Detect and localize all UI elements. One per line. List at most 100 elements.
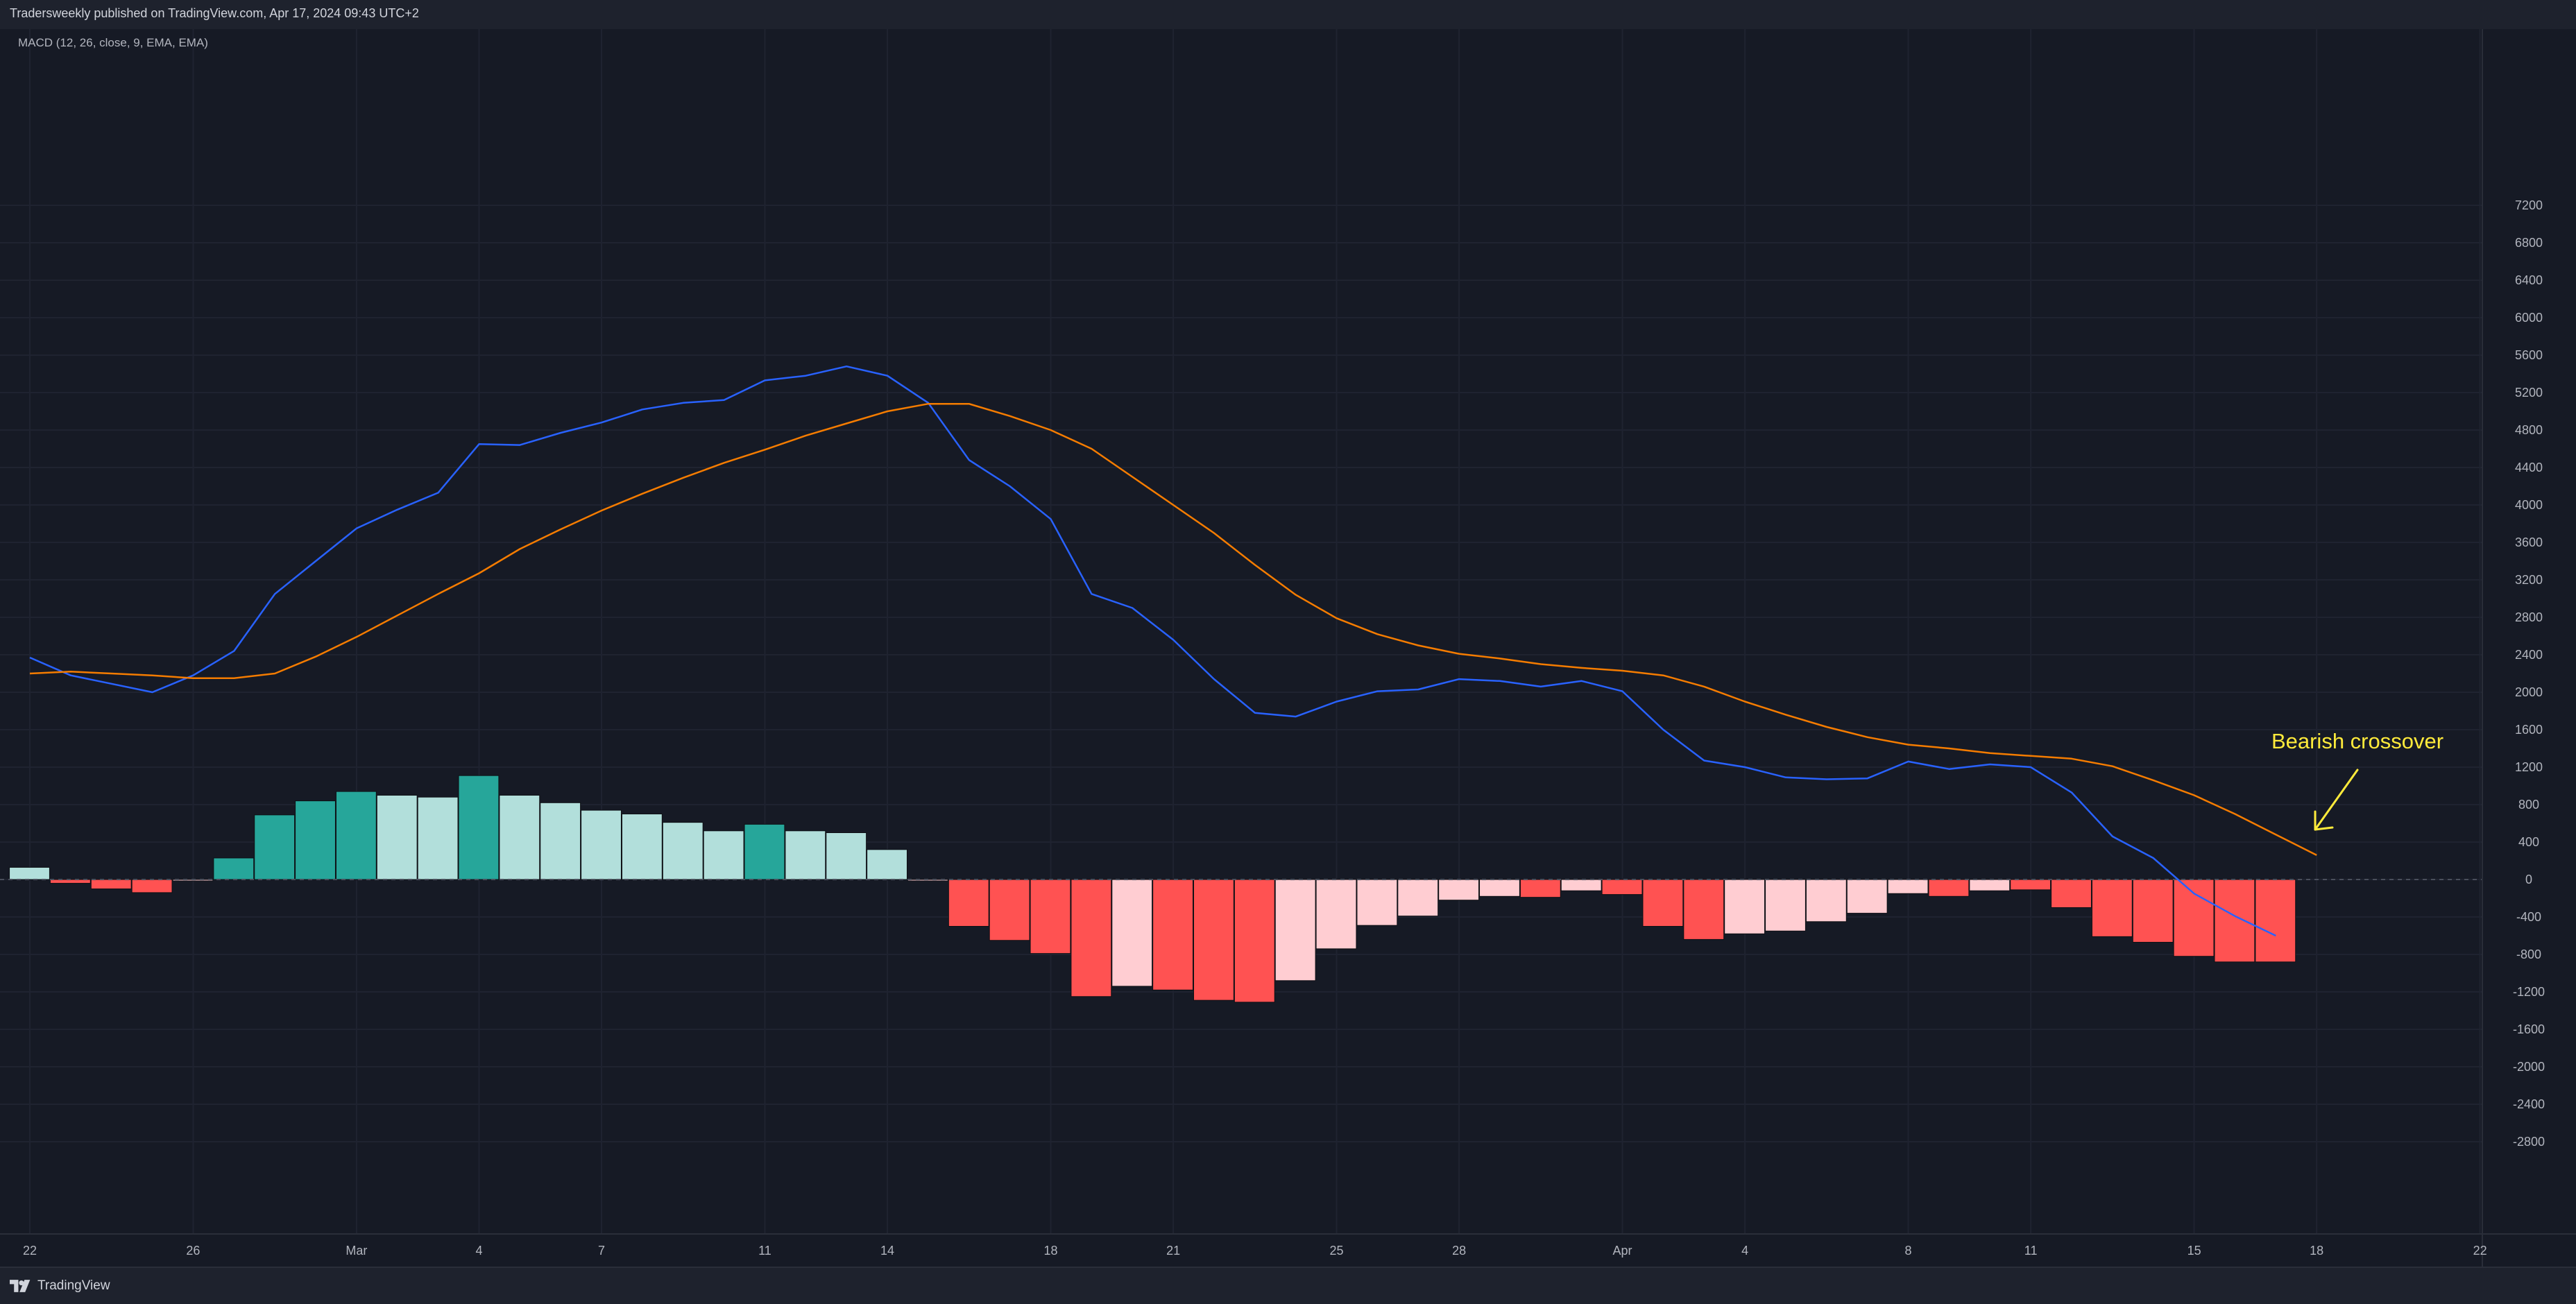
histogram-bar <box>90 879 132 889</box>
histogram-bar <box>2132 879 2174 943</box>
histogram-bar <box>1274 879 1316 981</box>
y-tick-label: -1200 <box>2513 985 2545 999</box>
x-tick-label: 11 <box>758 1244 771 1258</box>
histogram-bar <box>335 791 377 880</box>
published-info: Tradersweekly published on TradingView.c… <box>10 6 419 20</box>
y-tick-label: -1600 <box>2513 1022 2545 1036</box>
y-tick-label: 4000 <box>2515 498 2543 512</box>
histogram-bar <box>458 775 500 880</box>
y-tick-label: 1200 <box>2515 760 2543 774</box>
y-tick-label: 800 <box>2518 798 2539 812</box>
histogram-bar <box>1315 879 1357 950</box>
histogram-bar <box>948 879 989 927</box>
brand[interactable]: TradingView <box>10 1278 110 1294</box>
histogram-bar <box>376 795 418 880</box>
histogram-bar <box>1724 879 1766 934</box>
histogram-bar <box>1928 879 1970 897</box>
x-tick-label: 22 <box>23 1244 37 1258</box>
histogram-bar <box>662 822 703 880</box>
histogram-bar <box>581 809 622 880</box>
histogram-bar <box>1030 879 1071 954</box>
x-tick-label: 14 <box>880 1244 894 1258</box>
x-tick-label: 21 <box>1166 1244 1180 1258</box>
x-tick-label: 4 <box>475 1244 482 1258</box>
top-bar: Tradersweekly published on TradingView.c… <box>0 0 2576 31</box>
x-tick-label: 25 <box>1330 1244 1344 1258</box>
x-tick-label: 22 <box>2473 1244 2487 1258</box>
histogram-bar <box>1479 879 1520 897</box>
y-tick-label: 6800 <box>2515 236 2543 250</box>
histogram-bar <box>744 823 785 880</box>
histogram-bar <box>1152 879 1194 990</box>
y-tick-label: 7200 <box>2515 198 2543 212</box>
x-tick-label: 18 <box>1043 1244 1057 1258</box>
histogram-bar <box>2173 879 2215 957</box>
histogram-bar <box>2010 879 2052 891</box>
bottom-bar: TradingView <box>0 1267 2576 1304</box>
y-tick-label: -2000 <box>2513 1060 2545 1074</box>
histogram-bar <box>1969 879 2011 891</box>
x-tick-label: 7 <box>598 1244 605 1258</box>
histogram-bar <box>1805 879 1847 923</box>
time-scale[interactable]: 22 26 Mar 4 7 11 14 18 21 25 28 Apr 4 8 11 15 18 22 <box>23 1244 2487 1258</box>
y-tick-label: 400 <box>2518 835 2539 849</box>
histogram-bar <box>1071 879 1112 997</box>
signal-line <box>29 402 2317 857</box>
histogram-bar <box>1560 879 1602 891</box>
y-tick-label: 6000 <box>2515 311 2543 325</box>
x-tick-label: 4 <box>1741 1244 1748 1258</box>
y-tick-label: 1600 <box>2515 723 2543 737</box>
histogram-bar <box>1397 879 1439 917</box>
annotation-arrow-head-icon <box>2314 810 2334 831</box>
x-tick-label: Mar <box>346 1244 367 1258</box>
x-tick-label: 28 <box>1452 1244 1466 1258</box>
price-scale: 7200680064006000560052004800440040003600… <box>2513 198 2545 1149</box>
x-tick-label: 11 <box>2024 1244 2038 1258</box>
x-tick-label: 18 <box>2310 1244 2323 1258</box>
histogram-bar <box>2051 879 2092 908</box>
indicator-lines <box>29 365 2317 937</box>
x-tick-label: Apr <box>1613 1244 1632 1258</box>
histogram-bar <box>1111 879 1153 987</box>
histogram-bar <box>703 830 744 880</box>
brand-name: TradingView <box>37 1278 110 1293</box>
histogram-bar <box>1642 879 1684 927</box>
macd-chart[interactable]: 7200680064006000560052004800440040003600… <box>0 29 2576 1267</box>
histogram-bar <box>1601 879 1643 895</box>
histogram-bar <box>1683 879 1725 940</box>
price-scale-background[interactable] <box>2482 29 2576 1267</box>
grid <box>0 29 2482 1234</box>
histogram-bar <box>1519 879 1561 898</box>
x-tick-label: 26 <box>186 1244 200 1258</box>
histogram-bar <box>540 802 581 880</box>
y-tick-label: 2000 <box>2515 685 2543 699</box>
histogram-bar <box>1887 879 1929 894</box>
y-tick-label: -2800 <box>2513 1135 2545 1149</box>
histogram-bar <box>131 879 173 893</box>
y-tick-label: 5600 <box>2515 348 2543 362</box>
tradingview-logo-icon <box>10 1280 31 1292</box>
y-tick-label: 5200 <box>2515 386 2543 400</box>
histogram-bar <box>1356 879 1398 926</box>
annotation-arrow-shaft <box>2314 769 2359 831</box>
histogram-bar <box>1234 879 1275 1003</box>
histogram-bar <box>295 800 336 880</box>
histogram-bar <box>9 866 50 880</box>
histogram-bar <box>1193 879 1234 1001</box>
y-tick-label: -800 <box>2516 947 2541 961</box>
y-tick-label: 2800 <box>2515 610 2543 624</box>
histogram-bar <box>213 857 255 880</box>
macd-line <box>29 365 2276 937</box>
plot-background <box>0 29 2576 1267</box>
histogram-bar <box>499 795 540 880</box>
histogram-bar <box>254 814 296 880</box>
y-tick-label: 3600 <box>2515 535 2543 549</box>
x-tick-label: 8 <box>1905 1244 1912 1258</box>
x-tick-label: 15 <box>2187 1244 2201 1258</box>
y-tick-label: 6400 <box>2515 273 2543 287</box>
y-tick-label: -400 <box>2516 910 2541 924</box>
indicator-legend[interactable]: MACD (12, 26, close, 9, EMA, EMA) <box>18 36 208 49</box>
histogram-bar <box>1438 879 1480 901</box>
histogram-bar <box>621 814 663 880</box>
histogram-bar <box>826 832 867 880</box>
